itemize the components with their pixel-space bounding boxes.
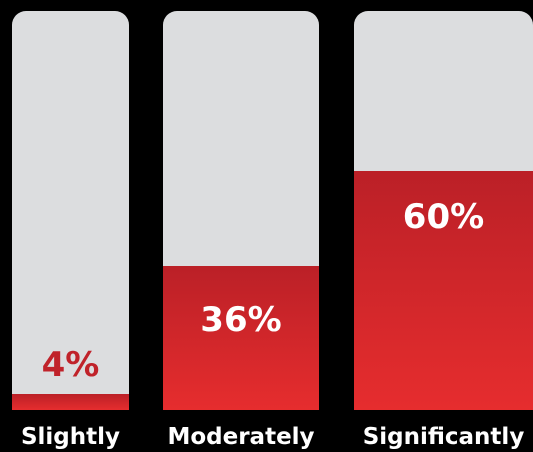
category-label: Slightly — [20, 424, 121, 450]
category-label: Moderately — [167, 424, 315, 450]
bar-track-slightly: 4% — [12, 11, 129, 410]
bar-track-significantly: 60% — [354, 11, 533, 410]
bar-value-label: 60% — [402, 197, 485, 237]
bar-value-label: 4% — [41, 345, 100, 385]
bar-moderately — [163, 266, 319, 410]
bar-value-label: 36% — [200, 300, 282, 340]
bar-significantly — [354, 171, 533, 410]
bar-track-moderately: 36% — [163, 11, 319, 410]
bar-slightly — [12, 394, 129, 410]
category-label: Significantly — [362, 424, 525, 450]
